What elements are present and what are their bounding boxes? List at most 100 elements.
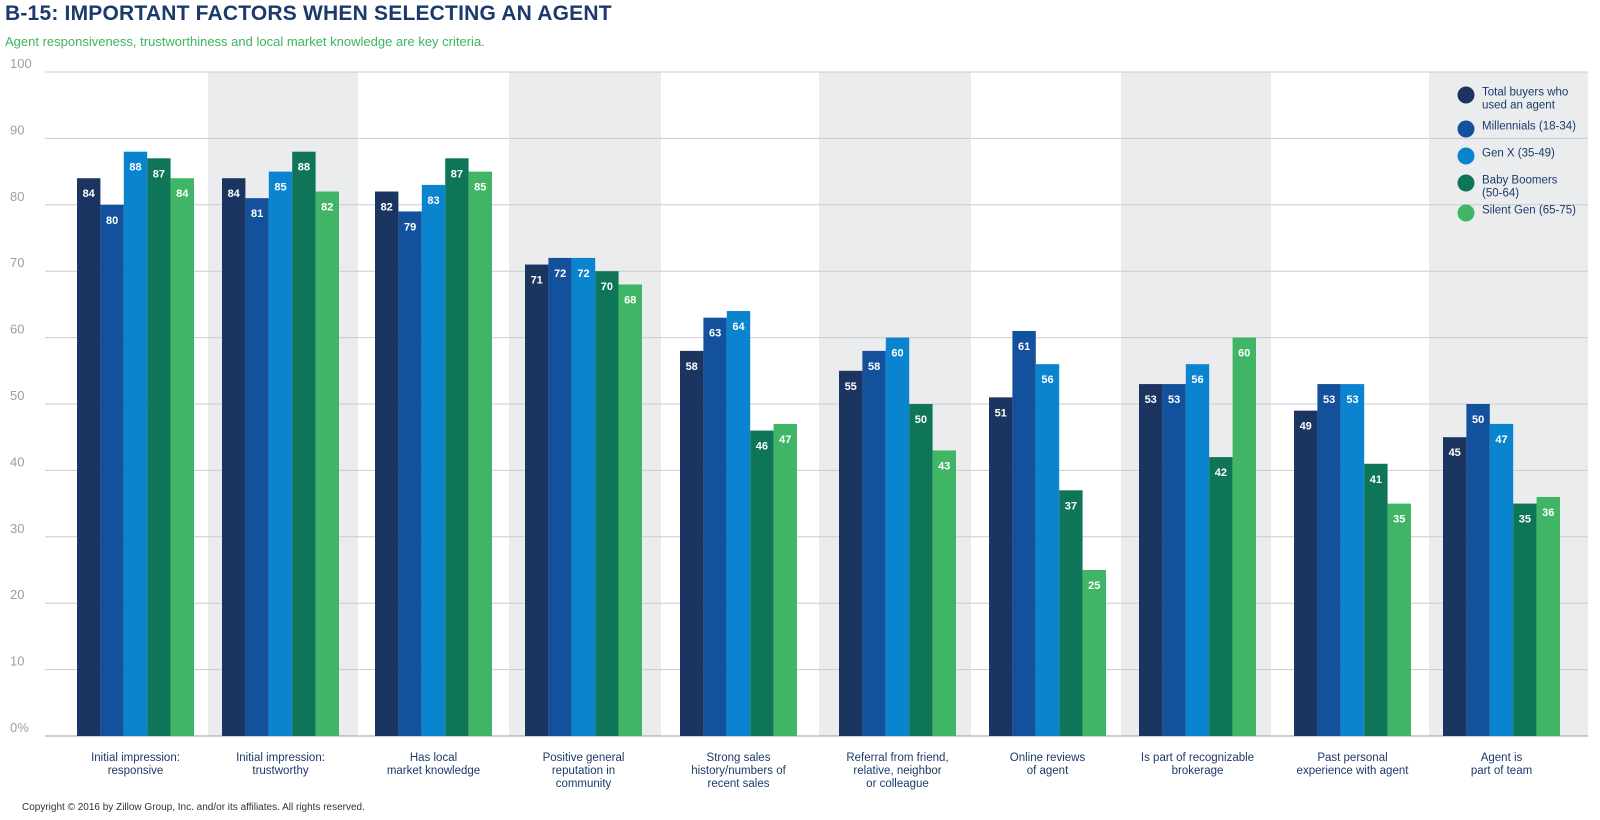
bar-value-label: 71 (531, 275, 543, 287)
category-label: Strong sales history/numbers of recent sal… (691, 752, 786, 790)
bar-value-label: 46 (756, 441, 768, 453)
bar (1012, 330, 1036, 736)
bar-value-label: 37 (1065, 500, 1077, 512)
bar (77, 178, 101, 737)
y-tick-label: 0% (10, 720, 29, 735)
bar (222, 178, 246, 737)
y-tick-label: 30 (10, 521, 24, 536)
bar (1536, 496, 1560, 736)
bar (1232, 337, 1256, 736)
bar-value-label: 88 (298, 162, 310, 174)
bar-value-label: 51 (995, 407, 1007, 419)
bar (147, 158, 171, 736)
bar-value-label: 53 (1346, 394, 1358, 406)
y-tick-label: 70 (10, 255, 24, 270)
bar (100, 204, 124, 737)
bar (618, 284, 642, 736)
bar-value-label: 49 (1300, 421, 1312, 433)
bar (680, 350, 704, 736)
bar (1317, 384, 1341, 736)
bar-value-label: 58 (868, 361, 880, 373)
legend-label: Silent Gen (65-75) (1482, 205, 1576, 217)
chart-title: B-15: IMPORTANT FACTORS WHEN SELECTING A… (5, 2, 612, 25)
bar (445, 158, 469, 736)
bar (421, 184, 446, 736)
category-label: Referral from friend, relative, neighbor o… (846, 752, 948, 790)
bar (862, 350, 886, 736)
bar (703, 317, 727, 736)
legend-label: Millennials (18-34) (1482, 121, 1576, 133)
legend-swatch (1457, 174, 1475, 192)
bar-value-label: 53 (1323, 394, 1335, 406)
bar-value-label: 36 (1542, 507, 1554, 519)
bar (398, 211, 422, 736)
bar (123, 151, 148, 736)
bar-value-label: 72 (577, 268, 589, 280)
bar-value-label: 80 (106, 215, 118, 227)
bar-value-label: 84 (228, 188, 241, 200)
bar (1340, 384, 1365, 736)
bar (525, 264, 549, 736)
category-label: Agent is part of team (1471, 752, 1532, 777)
bar-value-label: 35 (1519, 514, 1531, 526)
bar-value-label: 35 (1393, 514, 1405, 526)
bar-value-label: 56 (1191, 374, 1203, 386)
bar (268, 171, 293, 737)
bar (245, 198, 269, 736)
bar-value-label: 50 (915, 414, 927, 426)
bar-value-label: 63 (709, 328, 721, 340)
bar (1466, 404, 1490, 736)
bar-value-label: 68 (624, 294, 636, 306)
bar (548, 257, 572, 736)
bar (1364, 463, 1388, 736)
legend-label: Baby Boomers (50-64) (1482, 175, 1558, 200)
bar (1513, 503, 1537, 736)
legend-swatch (1457, 147, 1475, 165)
category-label: Has local market knowledge (387, 752, 480, 777)
y-tick-label: 90 (10, 122, 24, 137)
bar-value-label: 41 (1370, 474, 1382, 486)
bar (1443, 437, 1467, 736)
bar (1035, 364, 1060, 736)
y-tick-label: 20 (10, 587, 24, 602)
bar (839, 370, 863, 736)
bar-value-label: 81 (251, 208, 263, 220)
bar-value-label: 58 (686, 361, 698, 373)
bar-chart: 0% 10 20 30 40 50 60 70 80 90 100 84 84 82 71 58 55 51 53 4… (10, 56, 1588, 790)
bar (1185, 364, 1210, 736)
category-label: Past personal experience with agent (1297, 752, 1410, 777)
bar (1059, 490, 1083, 736)
bar-value-label: 53 (1168, 394, 1180, 406)
category-label: Is part of recognizable brokerage (1141, 752, 1254, 777)
bar (315, 191, 339, 736)
y-tick-label: 60 (10, 322, 24, 337)
bar (1209, 457, 1233, 736)
copyright-notice: Copyright © 2016 by Zillow Group, Inc. a… (22, 802, 365, 813)
chart-subtitle: Agent responsiveness, trustworthiness an… (5, 34, 485, 49)
legend-swatch (1457, 120, 1475, 138)
bar (989, 397, 1013, 736)
bar-value-label: 42 (1215, 467, 1227, 479)
bar-value-label: 88 (129, 162, 141, 174)
bar-value-label: 87 (451, 168, 463, 180)
bar (1294, 410, 1318, 736)
bar (595, 271, 619, 736)
bar (726, 311, 751, 736)
category-label: Initial impression: responsive (91, 752, 180, 777)
bar (1139, 384, 1163, 736)
bar-value-label: 60 (891, 348, 903, 360)
bar-value-label: 55 (845, 381, 857, 393)
bar (1082, 570, 1106, 736)
category-label: Positive general reputation in community (543, 752, 625, 790)
bar-value-label: 85 (274, 182, 286, 194)
bar-value-label: 43 (938, 460, 950, 472)
legend-swatch (1457, 204, 1475, 222)
bar (571, 257, 596, 736)
bar (773, 423, 797, 736)
bar-value-label: 84 (83, 188, 96, 200)
bar-value-label: 85 (474, 182, 486, 194)
bar (885, 337, 910, 736)
bar-value-label: 56 (1041, 374, 1053, 386)
bar-value-label: 83 (427, 195, 439, 207)
bar (909, 404, 933, 736)
